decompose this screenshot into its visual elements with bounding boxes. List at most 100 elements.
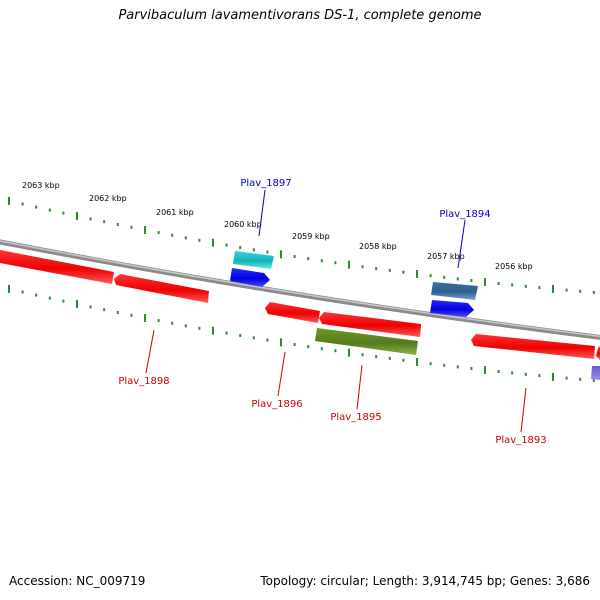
cds-plav-1897-feature[interactable] [233, 251, 274, 269]
ruler-minor-tick [157, 231, 160, 235]
position-ruler-upper [8, 196, 595, 294]
ruler-minor-tick [157, 319, 160, 323]
gene-label-text[interactable]: Plav_1896 [251, 399, 302, 410]
ruler-minor-tick [225, 243, 228, 247]
ruler-minor-tick [592, 378, 595, 382]
genome-summary-text: Topology: circular; Length: 3,914,745 bp… [260, 574, 590, 588]
genome-backbone [0, 239, 600, 340]
ruler-major-tick [280, 250, 282, 259]
ruler-minor-tick [307, 345, 310, 349]
gene-label-plav-1896[interactable]: Plav_1896 [251, 351, 303, 410]
cds-plav-1894-feature[interactable] [431, 282, 478, 300]
ruler-major-tick [484, 366, 486, 374]
ruler-minor-tick [538, 374, 541, 378]
ruler-minor-tick [239, 334, 242, 337]
ruler-major-tick [416, 270, 418, 278]
gene-label-plav-1893[interactable]: Plav_1893 [495, 387, 547, 446]
ruler-minor-tick [89, 217, 92, 221]
ruler-minor-tick [48, 296, 51, 300]
ruler-major-tick [484, 278, 486, 286]
ruler-minor-tick [524, 284, 527, 288]
ruler-minor-tick [35, 293, 38, 297]
gene-plav-1894-arrow[interactable] [430, 300, 474, 317]
ruler-minor-tick [334, 349, 337, 353]
cds-plav-1895-feature[interactable] [315, 328, 418, 355]
gene-label-text[interactable]: Plav_1898 [118, 376, 169, 387]
gene-label-text[interactable]: Plav_1895 [330, 412, 381, 423]
ruler-major-tick [280, 338, 282, 347]
ruler-major-tick [212, 238, 214, 247]
ruler-label: 2063 kbp [22, 181, 60, 190]
ruler-minor-tick [130, 225, 133, 229]
ruler-minor-tick [361, 353, 364, 357]
ruler-major-tick [552, 372, 554, 381]
ruler-minor-tick [239, 246, 242, 249]
ruler-minor-tick [21, 202, 24, 206]
ruler-minor-tick [252, 336, 255, 340]
ruler-minor-tick [388, 268, 391, 272]
genome-title: Parvibaculum lavamentivorans DS-1, compl… [118, 8, 482, 23]
ruler-minor-tick [266, 338, 269, 342]
ruler-minor-tick [361, 265, 364, 269]
ruler-minor-tick [524, 372, 527, 376]
gene-label-plav-1895[interactable]: Plav_1895 [330, 364, 382, 423]
ruler-major-tick [76, 300, 78, 308]
gene-plav-1895-arrow[interactable] [319, 312, 421, 337]
ruler-label: 2058 kbp [359, 242, 397, 251]
gene-label-plav-1898[interactable]: Plav_1898 [118, 329, 170, 387]
ruler-minor-tick [511, 371, 514, 375]
ruler-minor-tick [565, 376, 568, 380]
ruler-major-tick [144, 226, 146, 234]
ruler-minor-tick [320, 347, 323, 351]
ruler-minor-tick [21, 290, 24, 294]
gene-plav-1898-arrow[interactable] [0, 250, 114, 284]
ruler-minor-tick [320, 259, 323, 263]
ruler-minor-tick [89, 305, 92, 309]
ruler-minor-tick [171, 321, 174, 325]
gene-label-text[interactable]: Plav_1897 [240, 178, 291, 189]
ruler-minor-tick [443, 363, 446, 367]
position-ruler-lower [8, 284, 595, 382]
ruler-minor-tick [116, 223, 119, 226]
ruler-minor-tick [388, 356, 391, 360]
ruler-minor-tick [456, 365, 459, 369]
ruler-minor-tick [252, 248, 255, 252]
ruler-minor-tick [62, 211, 65, 215]
ruler-minor-tick [565, 288, 568, 292]
ruler-major-tick [552, 284, 554, 293]
ruler-major-tick [348, 260, 350, 269]
gene-label-plav-1894[interactable]: Plav_1894 [439, 209, 491, 269]
ruler-minor-tick [48, 208, 51, 212]
gene-label-text[interactable]: Plav_1893 [495, 435, 546, 446]
ruler-label: 2057 kbp [427, 252, 465, 261]
ruler-minor-tick [266, 250, 269, 254]
ruler-minor-tick [62, 299, 65, 303]
ruler-minor-tick [35, 205, 38, 209]
ruler-minor-tick [402, 358, 405, 362]
ruler-minor-tick [402, 270, 405, 274]
gene-plav-1896-arrow[interactable] [265, 302, 320, 323]
ruler-label: 2056 kbp [495, 262, 533, 271]
ruler-minor-tick [116, 311, 119, 314]
gene-plav-1897-arrow[interactable] [230, 268, 270, 287]
ruler-major-tick [416, 358, 418, 366]
cds-edge-feature[interactable] [591, 366, 600, 380]
ruler-minor-tick [579, 289, 582, 293]
ruler-minor-tick [456, 277, 459, 281]
ruler-minor-tick [184, 324, 187, 328]
ruler-minor-tick [307, 257, 310, 261]
gene-plav-1893-arrow[interactable] [471, 334, 600, 360]
ruler-labels: 2063 kbp 2062 kbp 2061 kbp 2060 kbp 2059… [22, 181, 533, 271]
ruler-minor-tick [443, 275, 446, 279]
gene-label-plav-1897[interactable]: Plav_1897 [240, 178, 292, 237]
ruler-minor-tick [497, 282, 500, 285]
ruler-minor-tick [103, 220, 106, 224]
ruler-minor-tick [511, 283, 514, 287]
gene-plav-1898b-arrow[interactable] [114, 274, 209, 303]
ruler-minor-tick [198, 326, 201, 330]
ruler-minor-tick [293, 343, 296, 346]
ruler-label: 2061 kbp [156, 208, 194, 217]
gene-label-text[interactable]: Plav_1894 [439, 209, 490, 220]
